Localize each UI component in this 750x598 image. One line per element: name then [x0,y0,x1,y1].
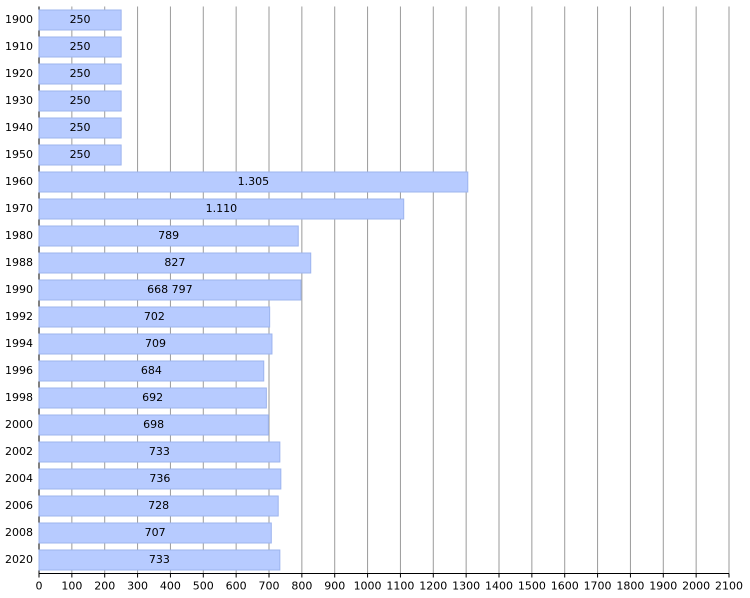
y-tick-label: 1930 [5,94,33,107]
bar [38,468,282,490]
value-label: 250 [70,121,91,134]
bar [38,63,122,85]
value-label: 250 [70,148,91,161]
value-label: 250 [70,13,91,26]
y-tick-label: 1900 [5,13,33,26]
bar [38,198,405,220]
x-tick-label: 400 [160,580,181,593]
y-tick-label: 2020 [5,553,33,566]
y-tick-label: 1980 [5,229,33,242]
bar [38,279,302,301]
y-tick-label: 1994 [5,337,33,350]
bar [38,90,122,112]
value-label: 827 [164,256,185,269]
bar [38,117,122,139]
bar [38,333,273,355]
bar [38,252,312,274]
value-label: 250 [70,67,91,80]
x-tick-label: 1400 [485,580,513,593]
x-tick-label: 800 [291,580,312,593]
x-tick-label: 100 [61,580,82,593]
x-tick-label: 0 [36,580,43,593]
x-tick-label: 1300 [452,580,480,593]
bar [38,9,122,31]
value-label: 1.110 [206,202,238,215]
y-tick-label: 1950 [5,148,33,161]
x-tick-label: 300 [127,580,148,593]
value-label: 709 [145,337,166,350]
y-tick-label: 1910 [5,40,33,53]
x-tick-label: 600 [226,580,247,593]
value-label: 733 [149,553,170,566]
value-label: 702 [144,310,165,323]
y-tick-label: 1920 [5,67,33,80]
y-tick-label: 1940 [5,121,33,134]
x-tick-label: 1000 [354,580,382,593]
y-tick-label: 1970 [5,202,33,215]
value-label: 1.305 [238,175,270,188]
bar [38,549,281,571]
y-tick-label: 2002 [5,445,33,458]
y-tick-label: 1998 [5,391,33,404]
x-tick-label: 500 [193,580,214,593]
value-label: 668 797 [147,283,193,296]
x-tick-label: 1600 [551,580,579,593]
value-label: 698 [143,418,164,431]
y-tick-label: 1988 [5,256,33,269]
y-tick-label: 2006 [5,499,33,512]
bar [38,522,272,544]
value-label: 736 [149,472,170,485]
y-tick-label: 1992 [5,310,33,323]
value-label: 684 [141,364,162,377]
bar [38,306,271,328]
x-tick-label: 2000 [682,580,710,593]
value-label: 733 [149,445,170,458]
value-label: 728 [148,499,169,512]
x-tick-label: 1500 [518,580,546,593]
x-tick-label: 1900 [649,580,677,593]
value-label: 250 [70,40,91,53]
x-tick-label: 1800 [616,580,644,593]
x-tick-label: 900 [324,580,345,593]
value-label: 250 [70,94,91,107]
x-tick-label: 700 [259,580,280,593]
value-label: 707 [145,526,166,539]
x-tick-label: 1100 [386,580,414,593]
bar [38,171,469,193]
bar [38,414,269,436]
bar [38,387,267,409]
value-label: 692 [142,391,163,404]
y-tick-label: 2008 [5,526,33,539]
bar [38,360,265,382]
bar [38,225,299,247]
bar [38,495,279,517]
x-tick-label: 200 [94,580,115,593]
y-tick-label: 1996 [5,364,33,377]
x-tick-label: 1700 [584,580,612,593]
x-tick-label: 1200 [419,580,447,593]
bar [38,144,122,166]
y-tick-label: 1960 [5,175,33,188]
y-tick-label: 1990 [5,283,33,296]
bar [38,441,281,463]
value-label: 789 [158,229,179,242]
y-tick-label: 2004 [5,472,33,485]
y-tick-label: 2000 [5,418,33,431]
bar [38,36,122,58]
x-tick-label: 2100 [715,580,743,593]
